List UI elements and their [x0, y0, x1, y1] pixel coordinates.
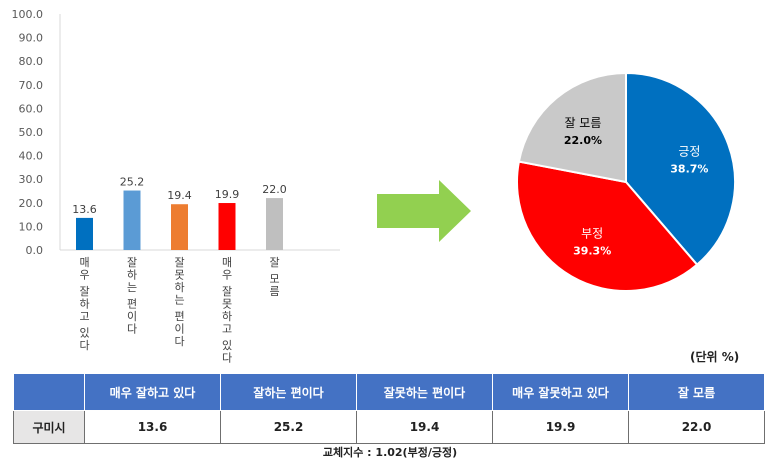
bar-value-label: 13.6 [72, 203, 97, 216]
bar-value-label: 19.9 [215, 188, 240, 201]
bar-chart: 0.0 10.0 20.0 30.0 40.0 50.0 60.0 70.0 80.0 90.0 1… [12, 8, 340, 365]
pie-slice [625, 71, 736, 267]
pie-value-label: 38.7% [670, 163, 708, 176]
bar [123, 190, 141, 250]
y-tick-label: 80.0 [19, 55, 44, 68]
bar [266, 198, 283, 250]
table-cell: 25.2 [220, 410, 357, 444]
bar-value-label: 19.4 [167, 189, 192, 202]
table-header-cell: 잘 모름 [628, 373, 765, 411]
y-tick-label: 90.0 [19, 32, 44, 45]
bar-value-label: 22.0 [262, 183, 287, 196]
pie-value-label: 22.0% [564, 134, 602, 147]
table-cell: 13.6 [84, 410, 221, 444]
table-cell: 19.4 [356, 410, 493, 444]
pie-category-label: 긍정 [678, 145, 700, 159]
y-tick-label: 60.0 [19, 102, 44, 115]
y-tick-label: 10.0 [19, 220, 44, 233]
bar [76, 217, 93, 250]
table-header-row: 매우 잘하고 있다 잘하는 편이다 잘못하는 편이다 매우 잘못하고 있다 잘 … [13, 373, 765, 411]
footnote: 교체지수 : 1.02(부정/긍정) [322, 446, 458, 459]
y-tick-label: 30.0 [19, 173, 44, 186]
table-cell: 19.9 [492, 410, 629, 444]
pie-category-label: 부정 [581, 226, 603, 240]
y-tick-label: 0.0 [26, 244, 44, 257]
summary-table: 매우 잘하고 있다 잘하는 편이다 잘못하는 편이다 매우 잘못하고 있다 잘 … [13, 373, 765, 444]
pie-slice [517, 71, 627, 184]
arrow-shape [377, 180, 471, 242]
pie-chart: 긍정 38.7% 부정 39.3% 잘 모름 22.0% [516, 71, 736, 292]
y-tick-label: 40.0 [19, 150, 44, 163]
table-header-cell: 매우 잘하고 있다 [84, 373, 221, 411]
table-row-label: 구미시 [13, 410, 85, 444]
pie-slice [516, 160, 699, 292]
y-tick-label: 20.0 [19, 197, 44, 210]
bar [171, 204, 188, 250]
pie-value-label: 39.3% [573, 244, 611, 257]
table-header-cell: 매우 잘못하고 있다 [492, 373, 629, 411]
bar-value-label: 25.2 [120, 176, 145, 189]
y-tick-label: 70.0 [19, 79, 44, 92]
bar [218, 203, 236, 250]
right-arrow-icon [377, 180, 471, 242]
y-tick-label: 50.0 [19, 126, 44, 139]
table-row: 구미시 13.6 25.2 19.4 19.9 22.0 [13, 410, 765, 444]
pie-category-label: 잘 모름 [564, 116, 601, 130]
y-tick-label: 100.0 [12, 8, 44, 21]
table-header-cell [13, 373, 85, 411]
unit-label: (단위 %) [690, 350, 740, 364]
table-header-cell: 잘못하는 편이다 [356, 373, 493, 411]
table-cell: 22.0 [628, 410, 765, 444]
table-header-cell: 잘하는 편이다 [220, 373, 357, 411]
